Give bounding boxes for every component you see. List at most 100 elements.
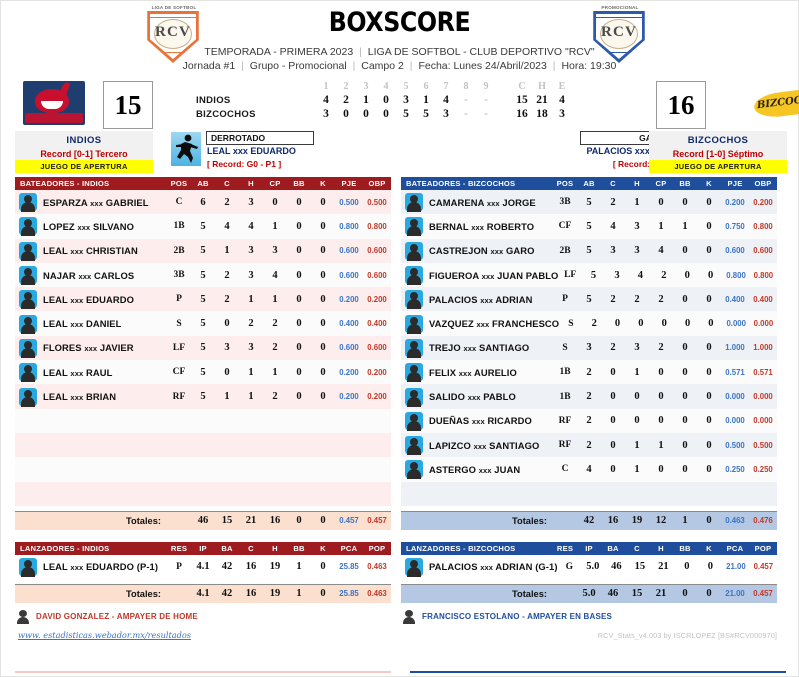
- stat-pje: 0.200: [339, 392, 359, 402]
- pitchers-header-bizcochos: LANZADORES - BIZCOCHOS RES IP BA C H BB …: [401, 541, 777, 555]
- col-header-h: H: [658, 543, 664, 553]
- stat-c: 3: [614, 269, 620, 281]
- player-name: SALIDO xxx PABLO: [429, 391, 516, 403]
- table-row[interactable]: DUEÑAS xxx RICARDO RF 2 0 0 0 0 0 0.000 0.000: [401, 408, 777, 433]
- table-row[interactable]: BERNAL xxx ROBERTO CF 5 4 3 1 1 0 0.750 0.800: [401, 214, 777, 239]
- stat-h: 3: [248, 342, 254, 354]
- inning-header-7: 7: [443, 80, 449, 92]
- inning-value: 3: [443, 108, 449, 120]
- batters-title-indios: BATEADORES - INDIOS: [20, 179, 110, 188]
- inning-value: 3: [403, 94, 409, 106]
- table-row[interactable]: FELIX xxx AURELIO 1B 2 0 1 0 0 0 0.571 0.571: [401, 360, 777, 385]
- col-header-k: K: [706, 179, 712, 188]
- table-row[interactable]: LEAL xxx EDUARDO P 5 2 1 1 0 0 0.200 0.200: [15, 287, 391, 312]
- col-header-k: K: [706, 543, 712, 553]
- table-row[interactable]: PALACIOS xxx ADRIAN P 5 2 2 2 0 0 0.400 0.400: [401, 287, 777, 312]
- table-row[interactable]: NAJAR xxx CARLOS 3B 5 2 3 4 0 0 0.600 0.600: [15, 262, 391, 288]
- col-header-ba: BA: [221, 543, 233, 553]
- stat-pos: S: [176, 318, 182, 329]
- table-row[interactable]: SALIDO xxx PABLO 1B 2 0 0 0 0 0 0.000 0.000: [401, 384, 777, 409]
- stat-cp: 2: [658, 293, 664, 305]
- table-row[interactable]: LEAL xxx RAUL CF 5 0 1 1 0 0 0.200 0.200: [15, 360, 391, 385]
- table-row[interactable]: PALACIOS xxx ADRIAN (G-1) G 5.0 46 15 21 0 0 21.…: [401, 554, 777, 579]
- stat-pos: LF: [564, 270, 577, 281]
- stat-pos: 2B: [559, 245, 571, 256]
- batters-header-indios: BATEADORES - INDIOS POS AB C H CP BB K P…: [15, 177, 391, 190]
- table-row[interactable]: LEAL xxx CHRISTIAN 2B 5 1 3 3 0 0 0.600 0.600: [15, 238, 391, 263]
- table-row[interactable]: CAMARENA xxx JORGE 3B 5 2 1 0 0 0 0.200 0.200: [401, 190, 777, 215]
- totals-pje: 0.457: [339, 516, 359, 526]
- table-row[interactable]: TREJO xxx SANTIAGO S 3 2 3 2 0 0 1.000 1.000: [401, 335, 777, 361]
- table-row[interactable]: ESPARZA xxx GABRIEL C 6 2 3 0 0 0 0.500 0.500: [15, 190, 391, 215]
- table-row[interactable]: LEAL xxx DANIEL S 5 0 2 2 0 0 0.400 0.400: [15, 311, 391, 336]
- player-avatar-icon: [17, 191, 39, 213]
- stat-pos: 3B: [173, 270, 185, 281]
- stat-pos: RF: [558, 415, 572, 426]
- pitchers-section: LANZADORES - INDIOS RES IP BA C H BB K P…: [1, 541, 798, 603]
- player-name: LAPIZCO xxx SANTIAGO: [429, 439, 540, 451]
- totals-c: 15: [221, 515, 233, 527]
- table-row[interactable]: FLORES xxx JAVIER LF 5 3 3 2 0 0 0.600 0.600: [15, 335, 391, 361]
- stat-k: 0: [320, 220, 326, 232]
- table-row[interactable]: LEAL xxx EDUARDO (P-1) P 4.1 42 16 19 1 0 25.85 0…: [15, 554, 391, 579]
- stat-bb: 0: [296, 269, 302, 281]
- stat-pos: 1B: [559, 391, 571, 402]
- stat-h: 1: [634, 463, 640, 475]
- player-name: LEAL xxx CHRISTIAN: [43, 245, 138, 257]
- player-avatar-icon: [403, 240, 425, 262]
- col-header-ab: AB: [197, 179, 209, 188]
- stat-bb: 0: [682, 342, 688, 354]
- col-header-res: RES: [556, 543, 574, 553]
- stat-pos: 3B: [559, 197, 571, 208]
- stat-pos: S: [562, 342, 568, 353]
- stat-ab: 5: [200, 366, 206, 378]
- team-record-right: Record [1-0] Séptimo: [672, 149, 764, 159]
- runner-icon: [171, 132, 201, 166]
- subtitle-line-1: TEMPORADA - PRIMERA 2023 | LIGA DE SOFTB…: [1, 45, 798, 59]
- table-row[interactable]: LOPEZ xxx SILVANO 1B 5 4 4 1 0 0 0.800 0.800: [15, 214, 391, 239]
- stat-pje: 0.400: [339, 319, 359, 329]
- table-row[interactable]: CASTREJON xxx GARO 2B 5 3 3 4 0 0 0.600 0.600: [401, 238, 777, 263]
- stat-k: 0: [706, 293, 712, 305]
- stat-k: 0: [320, 561, 326, 573]
- stat-k: 0: [320, 391, 326, 403]
- table-row[interactable]: FIGUEROA xxx JUAN PABLO LF 5 3 4 2 0 0 0.800 0.80…: [401, 262, 777, 288]
- stat-cp: 2: [272, 391, 278, 403]
- player-name: PALACIOS xxx ADRIAN: [429, 293, 533, 305]
- subtitle-group: Grupo - Promocional: [249, 60, 347, 72]
- total-errors: 3: [559, 108, 565, 120]
- stat-h: 2: [634, 293, 640, 305]
- stat-bb: 0: [682, 463, 688, 475]
- table-row[interactable]: LEAL xxx BRIAN RF 5 1 1 2 0 0 0.200 0.200: [15, 384, 391, 409]
- player-name: ASTERGO xxx JUAN: [429, 463, 521, 475]
- inning-value: 4: [443, 94, 449, 106]
- table-row[interactable]: LAPIZCO xxx SANTIAGO RF 2 0 1 1 0 0 0.500 0.500: [401, 432, 777, 458]
- stat-bb: 0: [682, 391, 688, 403]
- subtitle-field: Campo 2: [361, 60, 404, 72]
- league-shield-left: LIGA DE SOFTBOL RCV: [145, 5, 203, 67]
- stat-c: 16: [245, 561, 257, 573]
- stat-bb: 0: [296, 391, 302, 403]
- col-header-ba: BA: [607, 543, 619, 553]
- pitchers-title-indios: LANZADORES - INDIOS: [20, 543, 110, 553]
- stat-bb: 0: [296, 293, 302, 305]
- footer-rule-left: [15, 671, 391, 673]
- col-header-pca: PCA: [340, 543, 358, 553]
- col-header-k: K: [320, 543, 326, 553]
- results-link[interactable]: www. estadisticas.webador.mx/resultados: [18, 629, 192, 640]
- player-avatar-icon: [403, 337, 425, 359]
- stat-pje: 0.600: [339, 270, 359, 280]
- table-row[interactable]: ASTERGO xxx JUAN C 4 0 1 0 0 0 0.250 0.250: [401, 457, 777, 482]
- subtitle-divider: |: [241, 60, 244, 72]
- col-header-cp: CP: [655, 179, 667, 188]
- totals-bb: 1: [682, 515, 688, 527]
- col-header-k: K: [320, 179, 326, 188]
- totals-h: 21: [245, 515, 257, 527]
- col-header-h: H: [634, 179, 640, 188]
- stat-obp: 0.400: [753, 294, 773, 304]
- stat-cp: 0: [658, 196, 664, 208]
- stat-cp: 4: [658, 245, 664, 257]
- table-row[interactable]: VAZQUEZ xxx FRANCHESCO S 2 0 0 0 0 0 0.000 0.000: [401, 311, 777, 336]
- page-subtitle: TEMPORADA - PRIMERA 2023 | LIGA DE SOFTB…: [1, 45, 798, 73]
- stat-k: 0: [320, 196, 326, 208]
